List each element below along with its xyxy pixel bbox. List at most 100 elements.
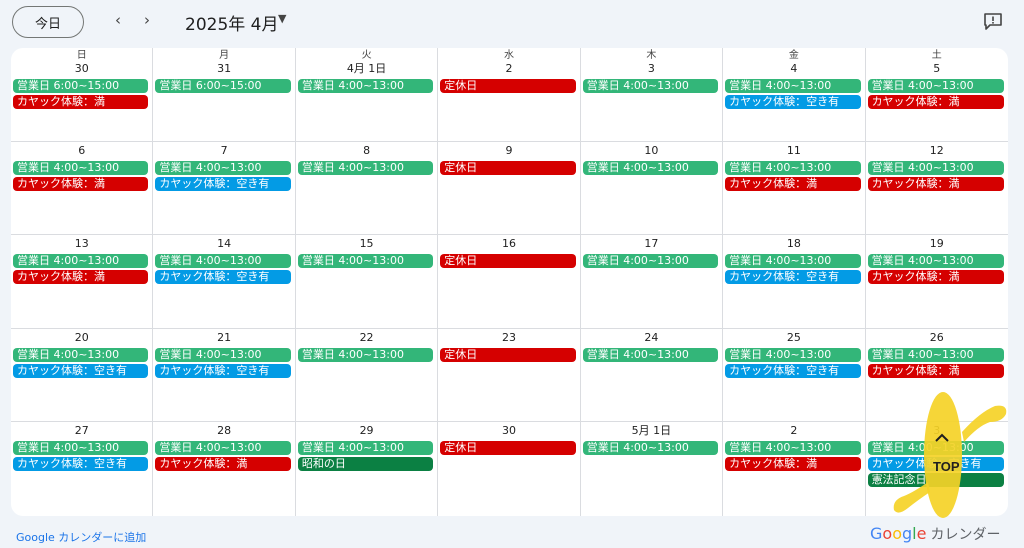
feedback-icon[interactable] — [983, 12, 1003, 30]
day-number[interactable]: 13 — [74, 237, 89, 251]
day-number[interactable]: 2 — [790, 424, 798, 438]
day-cell[interactable]: 9 定休日 — [438, 141, 581, 236]
event-chip[interactable]: 営業日 4:00~13:00 — [155, 441, 291, 456]
event-chip[interactable]: 営業日 4:00~13:00 — [725, 347, 861, 362]
day-cell[interactable]: 21 営業日 4:00~13:00 カヤック体験：空き有 — [153, 328, 296, 423]
event-chip[interactable]: カヤック体験：満 — [13, 176, 149, 191]
event-chip[interactable]: 営業日 4:00~13:00 — [867, 79, 1004, 93]
event-chip[interactable]: カヤック体験：空き有 — [725, 270, 861, 285]
event-chip[interactable]: 営業日 4:00~13:00 — [13, 347, 149, 362]
day-cell[interactable]: 19 営業日 4:00~13:00 カヤック体験：満 — [865, 235, 1008, 329]
day-cell[interactable]: 17 営業日 4:00~13:00 — [580, 235, 724, 329]
day-cell[interactable]: 25 営業日 4:00~13:00 カヤック体験：空き有 — [723, 328, 866, 423]
day-cell[interactable]: 12 営業日 4:00~13:00 カヤック体験：満 — [865, 142, 1008, 236]
event-chip[interactable]: カヤック体験：満 — [867, 270, 1004, 285]
event-chip[interactable]: 営業日 4:00~13:00 — [155, 254, 291, 269]
day-number[interactable]: 29 — [359, 424, 374, 438]
event-chip[interactable]: 営業日 4:00~13:00 — [582, 441, 719, 456]
day-cell[interactable]: 6 営業日 4:00~13:00 カヤック体験：満 — [11, 141, 154, 236]
event-chip[interactable]: 営業日 4:00~13:00 — [297, 160, 434, 175]
event-chip[interactable]: カヤック体験：満 — [13, 270, 149, 285]
event-chip[interactable]: 営業日 4:00~13:00 — [867, 160, 1004, 175]
day-number[interactable]: 4 — [790, 62, 798, 75]
day-number[interactable]: 17 — [644, 237, 659, 251]
day-number[interactable]: 23 — [501, 330, 516, 344]
day-number[interactable]: 7 — [220, 143, 228, 157]
day-number[interactable]: 6 — [78, 143, 86, 157]
event-chip[interactable]: カヤック体験：満 — [13, 95, 149, 109]
day-cell[interactable]: 月 31 営業日 6:00~15:00 — [153, 48, 296, 142]
event-chip[interactable]: カヤック体験：満 — [155, 457, 291, 472]
day-cell[interactable]: 2 営業日 4:00~13:00 カヤック体験：満 — [723, 422, 866, 516]
event-chip[interactable]: 営業日 4:00~13:00 — [867, 347, 1004, 362]
event-chip[interactable]: 営業日 4:00~13:00 — [725, 160, 861, 175]
day-number[interactable]: 14 — [217, 237, 232, 251]
day-cell[interactable]: 20 営業日 4:00~13:00 カヤック体験：空き有 — [11, 328, 154, 423]
day-number[interactable]: 20 — [74, 330, 89, 344]
event-chip[interactable]: 営業日 4:00~13:00 — [297, 79, 434, 93]
day-number[interactable]: 26 — [929, 330, 944, 344]
event-chip[interactable]: 営業日 4:00~13:00 — [13, 254, 149, 269]
day-cell[interactable]: 土 5 営業日 4:00~13:00 カヤック体験：満 — [865, 48, 1008, 142]
day-cell[interactable]: 8 営業日 4:00~13:00 — [295, 141, 439, 236]
event-chip[interactable]: 営業日 4:00~13:00 — [725, 79, 861, 93]
event-chip[interactable]: カヤック体験：空き有 — [155, 176, 291, 191]
event-chip[interactable]: 昭和の日 — [297, 457, 434, 472]
day-cell[interactable]: 10 営業日 4:00~13:00 — [580, 141, 724, 236]
day-cell[interactable]: 23 定休日 — [438, 328, 581, 423]
event-chip[interactable]: カヤック体験：満 — [725, 457, 861, 472]
day-number[interactable]: 3 — [647, 62, 655, 75]
day-cell[interactable]: 18 営業日 4:00~13:00 カヤック体験：空き有 — [723, 235, 866, 329]
day-number[interactable]: 4月 1日 — [346, 62, 387, 75]
day-number[interactable]: 30 — [501, 424, 516, 438]
event-chip[interactable]: 営業日 4:00~13:00 — [867, 254, 1004, 269]
day-number[interactable]: 11 — [786, 143, 801, 157]
day-number[interactable]: 5 — [933, 62, 941, 75]
day-number[interactable]: 30 — [74, 62, 89, 75]
event-chip[interactable]: 営業日 4:00~13:00 — [13, 160, 149, 175]
event-chip[interactable]: カヤック体験：満 — [725, 176, 861, 191]
event-chip[interactable]: 定休日 — [440, 441, 576, 456]
day-number[interactable]: 31 — [217, 62, 232, 75]
caret-down-icon[interactable]: ▼ — [278, 12, 287, 25]
day-number[interactable]: 12 — [929, 143, 944, 157]
event-chip[interactable]: カヤック体験：満 — [867, 95, 1004, 109]
event-chip[interactable]: 営業日 4:00~13:00 — [582, 79, 719, 93]
top-button[interactable] — [890, 392, 1010, 522]
event-chip[interactable]: 定休日 — [440, 79, 576, 93]
day-cell[interactable]: 11 営業日 4:00~13:00 カヤック体験：満 — [723, 141, 866, 236]
day-cell[interactable]: 16 定休日 — [438, 235, 581, 329]
event-chip[interactable]: 営業日 4:00~13:00 — [582, 347, 719, 362]
day-number[interactable]: 24 — [644, 330, 659, 344]
day-number[interactable]: 27 — [74, 424, 89, 438]
event-chip[interactable]: 営業日 4:00~13:00 — [725, 441, 861, 456]
event-chip[interactable]: 定休日 — [440, 160, 576, 175]
day-number[interactable]: 19 — [929, 237, 944, 251]
day-cell[interactable]: 5月 1日 営業日 4:00~13:00 — [581, 422, 724, 516]
day-cell[interactable]: 15 営業日 4:00~13:00 — [295, 235, 439, 329]
day-number[interactable]: 22 — [359, 330, 374, 344]
day-number[interactable]: 25 — [786, 330, 801, 344]
day-cell[interactable]: 7 営業日 4:00~13:00 カヤック体験：空き有 — [153, 141, 296, 236]
event-chip[interactable]: 営業日 4:00~13:00 — [725, 254, 861, 269]
day-cell[interactable]: 火 4月 1日 営業日 4:00~13:00 — [295, 48, 439, 142]
month-title[interactable]: 2025年 4月 — [185, 15, 279, 35]
event-chip[interactable]: 営業日 6:00~15:00 — [155, 79, 291, 93]
event-chip[interactable]: 定休日 — [440, 347, 576, 362]
day-cell[interactable]: 13 営業日 4:00~13:00 カヤック体験：満 — [11, 235, 154, 329]
event-chip[interactable]: カヤック体験：空き有 — [155, 270, 291, 285]
chevron-left-icon[interactable]: ‹ — [115, 11, 121, 29]
event-chip[interactable]: カヤック体験：満 — [867, 176, 1004, 191]
day-cell[interactable]: 日 30 営業日 6:00~15:00 カヤック体験：満 — [11, 48, 154, 142]
day-number[interactable]: 18 — [786, 237, 801, 251]
event-chip[interactable]: 営業日 4:00~13:00 — [582, 160, 719, 175]
day-number[interactable]: 21 — [217, 330, 232, 344]
chevron-right-icon[interactable]: › — [144, 11, 150, 29]
event-chip[interactable]: 営業日 4:00~13:00 — [582, 254, 719, 269]
day-number[interactable]: 16 — [501, 237, 516, 251]
day-cell[interactable]: 木 3 営業日 4:00~13:00 — [580, 48, 724, 142]
event-chip[interactable]: カヤック体験：空き有 — [13, 457, 149, 472]
day-cell[interactable]: 22 営業日 4:00~13:00 — [295, 328, 439, 423]
day-number[interactable]: 28 — [217, 424, 232, 438]
event-chip[interactable]: 営業日 6:00~15:00 — [13, 79, 149, 93]
